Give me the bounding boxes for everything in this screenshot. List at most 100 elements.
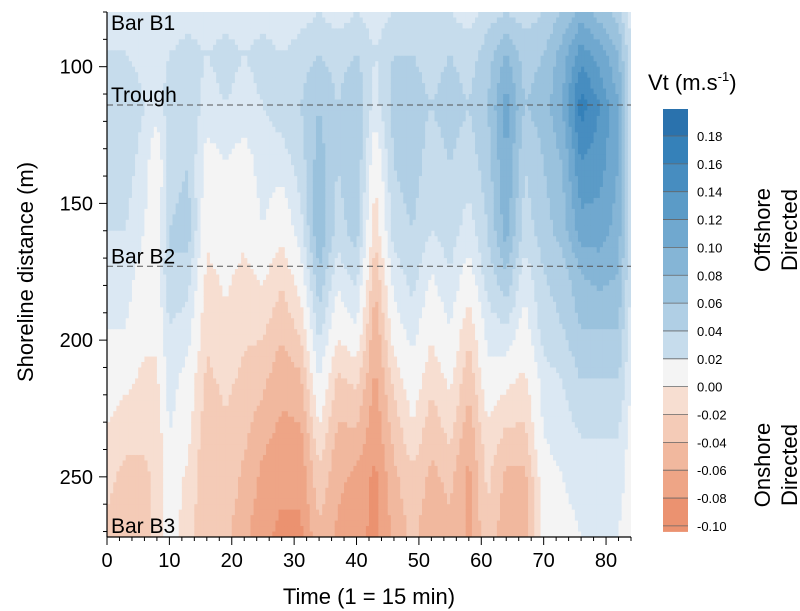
contour-cell: [172, 509, 177, 516]
contour-cell: [231, 77, 236, 84]
contour-cell: [131, 137, 136, 144]
contour-cell: [197, 44, 202, 51]
contour-cell: [116, 170, 121, 177]
contour-cell: [222, 290, 227, 297]
contour-cell: [238, 509, 242, 516]
contour-cell: [253, 318, 258, 325]
contour-cell: [250, 340, 255, 347]
contour-cell: [259, 132, 264, 139]
contour-cell: [197, 12, 202, 19]
contour-cell: [116, 236, 121, 243]
contour-cell: [141, 356, 146, 363]
contour-cell: [219, 400, 224, 407]
contour-cell: [175, 61, 180, 68]
contour-cell: [172, 394, 177, 401]
contour-cell: [238, 154, 242, 161]
contour-cell: [259, 351, 264, 358]
contour-cell: [138, 372, 142, 380]
contour-cell: [213, 187, 217, 194]
contour-cell: [172, 104, 177, 112]
contour-cell: [231, 241, 236, 248]
contour-cell: [266, 22, 270, 30]
contour-cell: [116, 460, 121, 467]
contour-cell: [259, 181, 264, 188]
contour-cell: [228, 389, 233, 396]
contour-cell: [222, 526, 227, 533]
contour-cell: [163, 39, 167, 46]
contour-cell: [175, 269, 180, 276]
contour-cell: [247, 465, 252, 472]
contour-cell: [266, 269, 270, 276]
contour-cell: [234, 33, 239, 40]
contour-cell: [153, 252, 158, 259]
contour-cell: [259, 44, 264, 51]
contour-cell: [266, 323, 270, 330]
contour-cell: [122, 372, 127, 380]
contour-cell: [156, 323, 161, 330]
contour-cell: [231, 526, 236, 533]
contour-cell: [138, 433, 142, 440]
contour-cell: [184, 454, 189, 462]
contour-cell: [175, 187, 180, 194]
contour-cell: [216, 356, 220, 363]
contour-cell: [191, 394, 195, 401]
contour-cell: [256, 258, 261, 265]
contour-cell: [178, 104, 183, 112]
contour-cell: [200, 236, 205, 243]
contour-cell: [169, 115, 174, 122]
contour-cell: [262, 203, 267, 210]
contour-cell: [156, 318, 161, 325]
contour-cell: [219, 44, 224, 51]
contour-cell: [222, 427, 227, 434]
contour-cell: [160, 422, 164, 429]
contour-cell: [225, 454, 230, 462]
contour-cell: [172, 126, 177, 133]
contour-cell: [184, 247, 189, 254]
contour-cell: [156, 236, 161, 243]
contour-cell: [209, 83, 214, 90]
contour-cell: [184, 362, 189, 369]
contour-cell: [172, 197, 177, 205]
contour-cell: [172, 301, 177, 308]
contour-cell: [188, 187, 192, 194]
contour-cell: [110, 345, 114, 352]
contour-cell: [213, 515, 217, 522]
contour-cell: [156, 192, 161, 199]
contour-cell: [153, 411, 158, 418]
contour-cell: [150, 28, 155, 35]
contour-cell: [238, 340, 242, 347]
contour-cell: [131, 247, 136, 254]
contour-cell: [172, 312, 177, 319]
contour-cell: [181, 110, 186, 117]
contour-cell: [234, 192, 239, 199]
contour-cell: [188, 345, 192, 352]
contour-cell: [147, 465, 152, 472]
contour-cell: [188, 449, 192, 456]
contour-cell: [188, 219, 192, 226]
contour-cell: [234, 203, 239, 210]
contour-cell: [150, 83, 155, 90]
contour-cell: [144, 39, 149, 46]
contour-cell: [160, 115, 164, 122]
contour-cell: [213, 126, 217, 133]
contour-cell: [253, 444, 258, 451]
contour-cell: [200, 351, 205, 358]
contour-cell: [128, 279, 133, 287]
contour-cell: [153, 285, 158, 292]
contour-cell: [135, 214, 139, 221]
contour-cell: [122, 482, 127, 489]
contour-cell: [107, 531, 111, 537]
contour-cell: [256, 531, 261, 537]
contour-cell: [206, 132, 211, 139]
contour-cell: [225, 411, 230, 418]
contour-cell: [119, 476, 124, 483]
contour-cell: [125, 104, 130, 112]
contour-cell: [175, 274, 180, 281]
contour-cell: [107, 170, 111, 177]
contour-cell: [262, 504, 267, 511]
contour-cell: [244, 197, 248, 205]
contour-cell: [116, 312, 121, 319]
contour-cell: [175, 345, 180, 352]
contour-cell: [244, 515, 248, 522]
contour-cell: [138, 159, 142, 166]
